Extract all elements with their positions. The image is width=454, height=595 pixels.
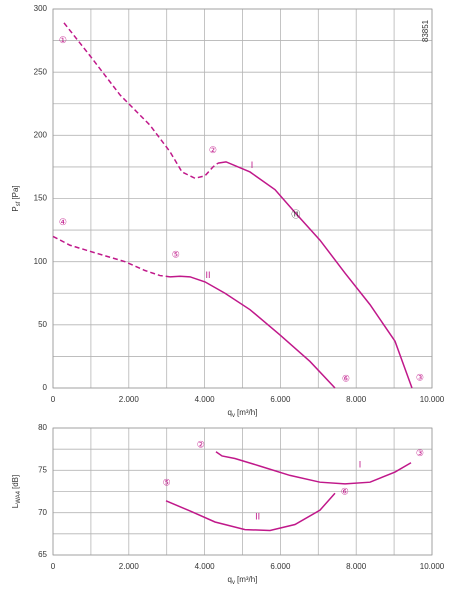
curve <box>165 492 336 532</box>
x-tick-label: 0 <box>51 562 56 571</box>
annotation: ⑤ <box>163 477 171 487</box>
y-tick-label: 80 <box>38 423 47 432</box>
y-axis-label-main: P <box>11 206 20 211</box>
x-tick-label: 8.000 <box>346 562 367 571</box>
y-tick-label: 70 <box>38 508 47 517</box>
annotation: ⑪ <box>291 209 300 219</box>
annotation: ② <box>197 439 205 449</box>
curve <box>52 235 171 278</box>
annotation: ④ <box>59 217 67 227</box>
y-tick-label: 50 <box>38 320 47 329</box>
annotation: II <box>255 511 260 521</box>
y-axis-label-unit: [dB] <box>11 475 20 489</box>
y-axis-label-sub: WA4 <box>16 490 22 503</box>
y-axis-label: LWA4[dB] <box>11 475 21 508</box>
x-tick-label: 8.000 <box>346 395 367 404</box>
annotation: ⑥ <box>342 374 350 384</box>
annotation: ③ <box>416 372 424 382</box>
y-tick-label: 200 <box>34 130 48 139</box>
y-tick-label: 0 <box>43 383 48 392</box>
annotation: ⑤ <box>172 250 180 260</box>
x-tick-label: 4.000 <box>195 395 216 404</box>
annotation: ② <box>209 145 217 155</box>
y-axis-label: Psf [Pa] <box>11 185 21 211</box>
y-tick-label: 150 <box>34 194 48 203</box>
curve <box>63 22 219 180</box>
x-tick-label: 0 <box>51 395 56 404</box>
curve <box>217 161 413 389</box>
annotation: ⑥ <box>341 487 349 497</box>
y-axis-label-sub: sf <box>16 201 22 206</box>
x-axis-label-sub: v <box>232 580 235 586</box>
x-tick-label: 2.000 <box>119 395 140 404</box>
curve <box>215 451 412 485</box>
x-axis-label: qv [m³/h] <box>228 575 258 585</box>
x-tick-label: 2.000 <box>119 562 140 571</box>
annotation: I <box>359 460 362 470</box>
y-axis-label-unit: [Pa] <box>11 185 20 199</box>
x-axis-label: qv [m³/h] <box>228 408 258 418</box>
annotation: ③ <box>416 448 424 458</box>
y-tick-label: 250 <box>34 67 48 76</box>
x-tick-label: 10.000 <box>420 395 445 404</box>
x-tick-label: 4.000 <box>195 562 216 571</box>
x-axis-label-unit: [m³/h] <box>237 408 257 417</box>
figure-code: 83851 <box>421 19 430 42</box>
annotation: ① <box>59 35 67 45</box>
x-tick-label: 6.000 <box>270 562 291 571</box>
annotation: I <box>251 160 254 170</box>
y-tick-label: 100 <box>34 257 48 266</box>
annotation: II <box>206 270 211 280</box>
plot-frame <box>52 8 433 389</box>
y-axis-label-main: L <box>11 503 20 508</box>
y-tick-label: 300 <box>34 4 48 13</box>
x-axis-label-unit: [m³/h] <box>237 575 257 584</box>
x-axis-label-main: q <box>228 408 232 417</box>
x-tick-label: 6.000 <box>270 395 291 404</box>
x-axis-label-main: q <box>228 575 232 584</box>
curve <box>169 275 336 389</box>
y-tick-label: 65 <box>38 550 47 559</box>
x-axis-label-sub: v <box>232 413 235 419</box>
plot-frame <box>52 427 433 556</box>
y-tick-label: 75 <box>38 465 47 474</box>
x-tick-label: 10.000 <box>420 562 445 571</box>
